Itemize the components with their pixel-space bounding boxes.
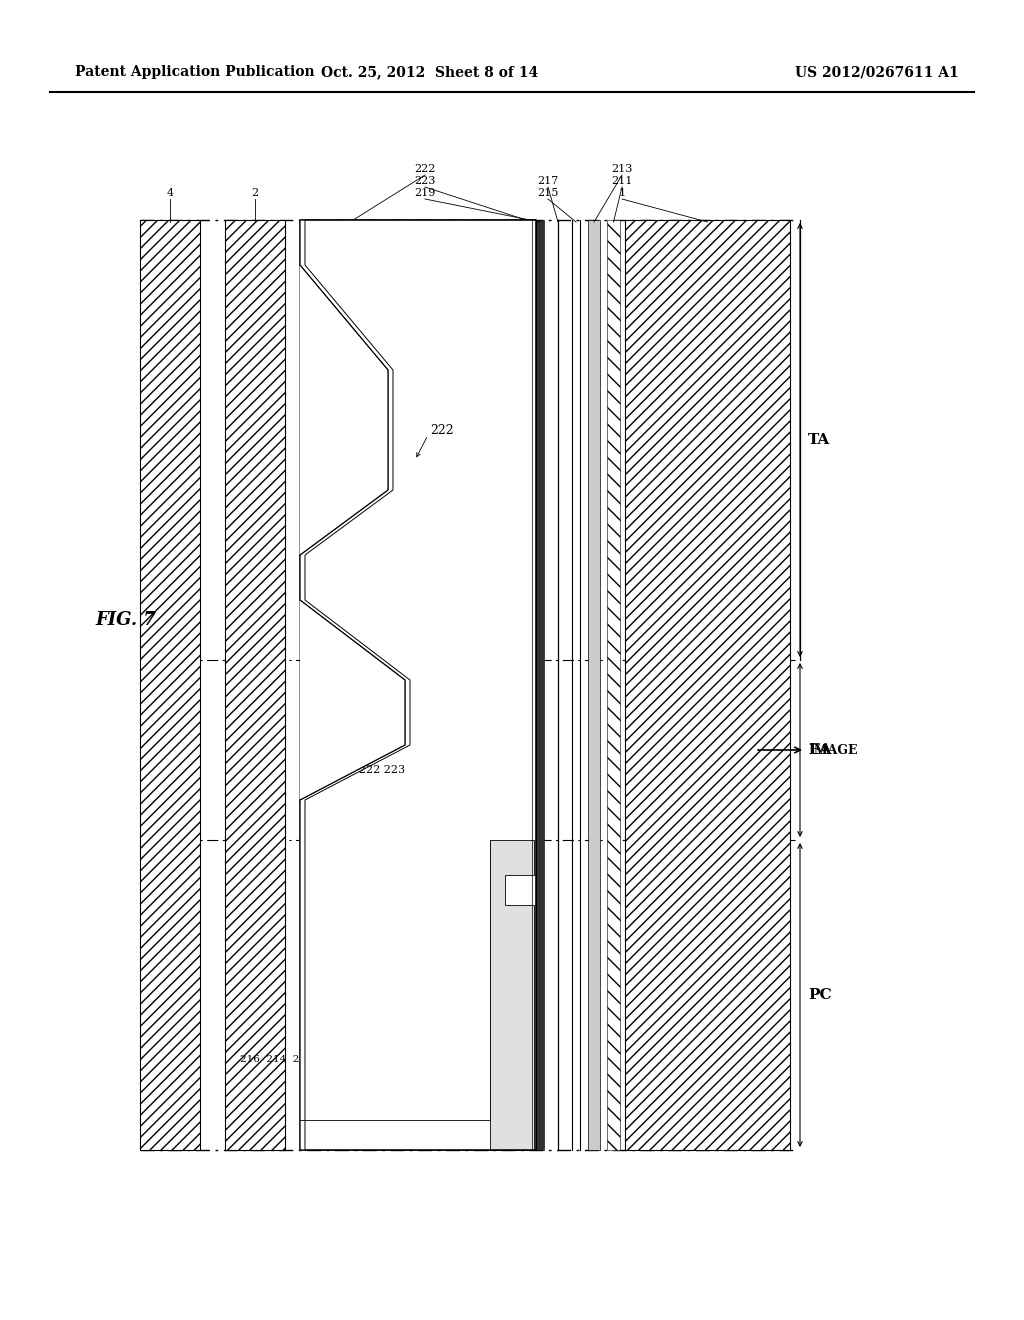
Polygon shape [490,840,534,1150]
Text: US 2012/0267611 A1: US 2012/0267611 A1 [795,65,958,79]
Text: 217: 217 [538,176,559,186]
Polygon shape [300,601,406,800]
Polygon shape [300,601,406,800]
Polygon shape [300,220,536,1150]
Text: FIG. 7: FIG. 7 [95,611,156,630]
Text: 2: 2 [252,187,259,198]
Text: 222: 222 [415,164,435,174]
Text: PC: PC [808,987,831,1002]
Text: 215: 215 [538,187,559,198]
Polygon shape [300,265,388,554]
Text: 222: 222 [430,424,454,437]
Text: 216  214  212  218: 216 214 212 218 [241,1056,340,1064]
Text: 221 222 223: 221 222 223 [335,766,406,775]
Text: 213: 213 [611,164,633,174]
Text: 219: 219 [415,187,435,198]
Polygon shape [300,840,490,1119]
Bar [536,220,544,1150]
Bar [140,220,200,1150]
Bar [588,220,600,1150]
Text: 223: 223 [415,176,435,186]
Text: 211: 211 [611,176,633,186]
Text: 4: 4 [167,187,173,198]
Text: Oct. 25, 2012  Sheet 8 of 14: Oct. 25, 2012 Sheet 8 of 14 [322,65,539,79]
Polygon shape [300,220,536,1150]
Bar [607,220,620,1150]
Text: IMAGE: IMAGE [808,743,857,756]
Text: EA: EA [808,743,831,756]
Bar [225,220,285,1150]
Text: Patent Application Publication: Patent Application Publication [75,65,314,79]
Bar [625,220,790,1150]
Polygon shape [300,265,388,554]
Text: 1: 1 [618,187,626,198]
Polygon shape [300,840,490,1119]
Text: TA: TA [808,433,830,447]
